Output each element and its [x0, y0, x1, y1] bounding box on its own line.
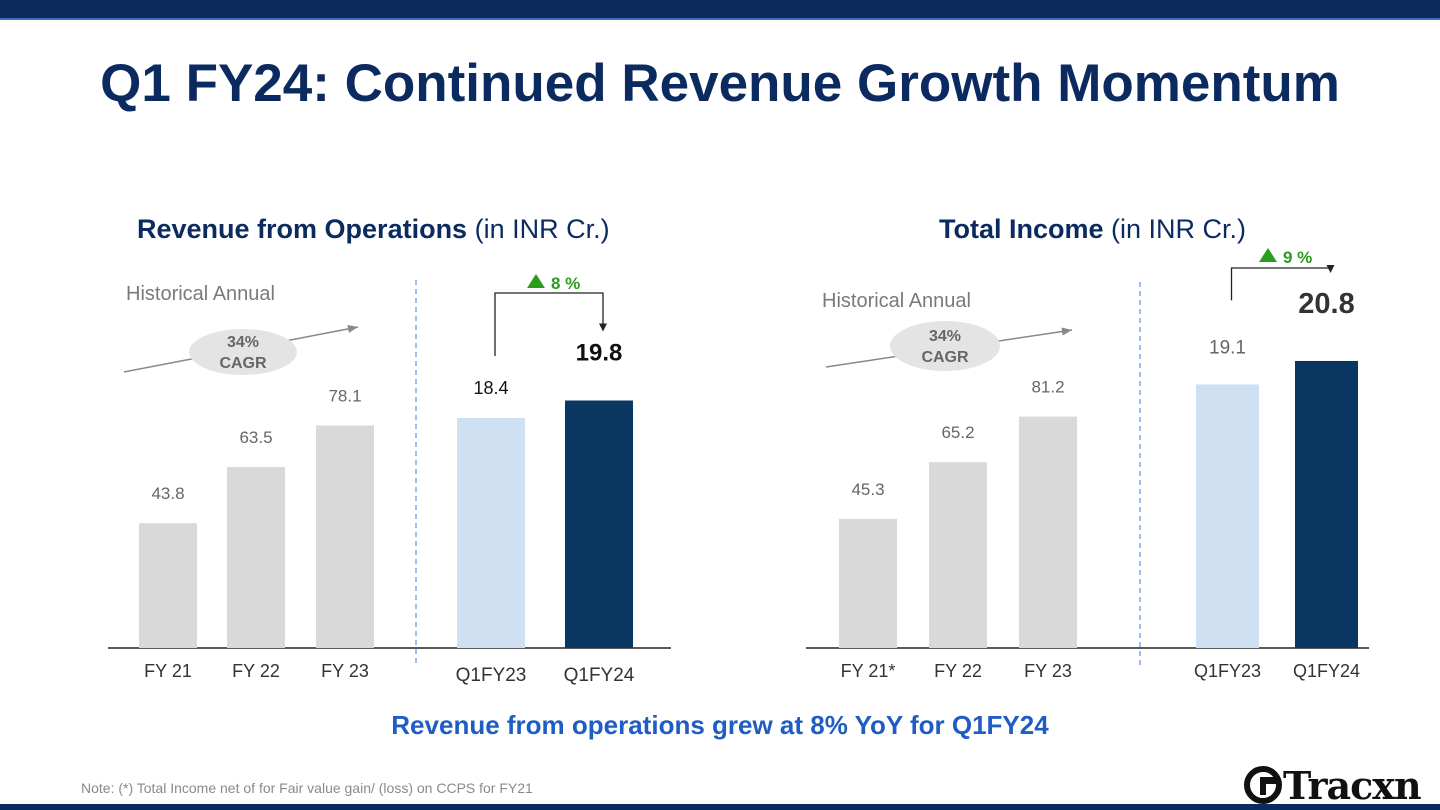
income-growth-up-icon [1259, 248, 1277, 262]
revenue-growth-label: 8 % [551, 274, 580, 293]
revenue-value-label: 18.4 [473, 378, 508, 398]
revenue-category-label: Q1FY24 [564, 665, 635, 686]
revenue-growth-bracket-arrowhead [599, 323, 607, 332]
tracxn-logo-icon [1244, 766, 1282, 804]
revenue-bar-fy21 [139, 523, 197, 648]
revenue-chart-title-bold: Revenue from Operations [137, 214, 468, 244]
top-banner [0, 0, 1440, 19]
income-growth-bracket-arrowhead [1326, 264, 1335, 273]
income-category-label: FY 21* [841, 661, 896, 681]
income-chart-title-unit: (in INR Cr.) [1103, 214, 1247, 244]
revenue-cagr-bubble [189, 329, 297, 375]
income-growth-label: 9 % [1283, 248, 1312, 267]
income-bar-q1fy24 [1295, 360, 1358, 648]
bottom-banner [0, 804, 1440, 810]
income-cagr-bubble [890, 321, 1000, 371]
top-accent-line [0, 18, 1440, 20]
revenue-chart-title-unit: (in INR Cr.) [467, 214, 610, 244]
income-section-label: Historical Annual [822, 290, 971, 312]
revenue-category-label: FY 21 [144, 661, 192, 681]
income-value-label: 20.8 [1298, 288, 1354, 320]
income-chart-title-bold: Total Income [939, 214, 1104, 244]
slide-title: Q1 FY24: Continued Revenue Growth Moment… [100, 54, 1340, 113]
income-cagr-arrowhead [1061, 327, 1072, 336]
revenue-bar-fy22 [227, 467, 285, 648]
revenue-category-label: FY 23 [321, 661, 369, 681]
income-cagr-value: 34% [929, 328, 961, 345]
revenue-cagr-arrowhead [347, 324, 358, 333]
income-bar-q1fy23 [1196, 384, 1259, 648]
tracxn-logo-text: Tracxn [1283, 762, 1422, 808]
revenue-growth-up-icon [527, 274, 545, 288]
income-bar-fy21 [839, 518, 897, 648]
income-cagr-label: CAGR [921, 349, 969, 366]
income-category-label: Q1FY23 [1194, 661, 1261, 681]
revenue-bar-fy23 [316, 425, 374, 648]
income-value-label: 19.1 [1209, 337, 1246, 358]
revenue-growth-bracket [494, 292, 604, 356]
income-category-label: FY 22 [934, 661, 982, 681]
income-category-label: Q1FY24 [1293, 661, 1360, 681]
revenue-value-label: 78.1 [328, 386, 361, 405]
revenue-value-label: 63.5 [239, 428, 272, 447]
income-value-label: 65.2 [941, 423, 974, 442]
revenue-bar-q1fy23 [457, 418, 525, 648]
revenue-section-label: Historical Annual [126, 283, 275, 305]
income-bar-fy23 [1019, 416, 1077, 648]
income-chart-title: Total Income (in INR Cr.) [939, 212, 1246, 246]
footnote: Note: (*) Total Income net of for Fair v… [81, 780, 533, 796]
revenue-category-label: Q1FY23 [456, 665, 527, 686]
revenue-value-label: 19.8 [576, 340, 623, 367]
revenue-chart-title: Revenue from Operations (in INR Cr.) [137, 212, 610, 246]
tracxn-logo: Tracxn [1243, 762, 1422, 808]
revenue-cagr-label: CAGR [219, 355, 267, 372]
revenue-category-label: FY 22 [232, 661, 280, 681]
income-value-label: 45.3 [851, 480, 884, 499]
revenue-value-label: 43.8 [151, 484, 184, 503]
income-bar-fy22 [929, 462, 987, 648]
revenue-bar-q1fy24 [565, 400, 633, 648]
key-takeaway: Revenue from operations grew at 8% YoY f… [391, 710, 1049, 740]
income-category-label: FY 23 [1024, 661, 1072, 681]
revenue-cagr-value: 34% [227, 334, 259, 351]
income-value-label: 81.2 [1031, 378, 1064, 397]
